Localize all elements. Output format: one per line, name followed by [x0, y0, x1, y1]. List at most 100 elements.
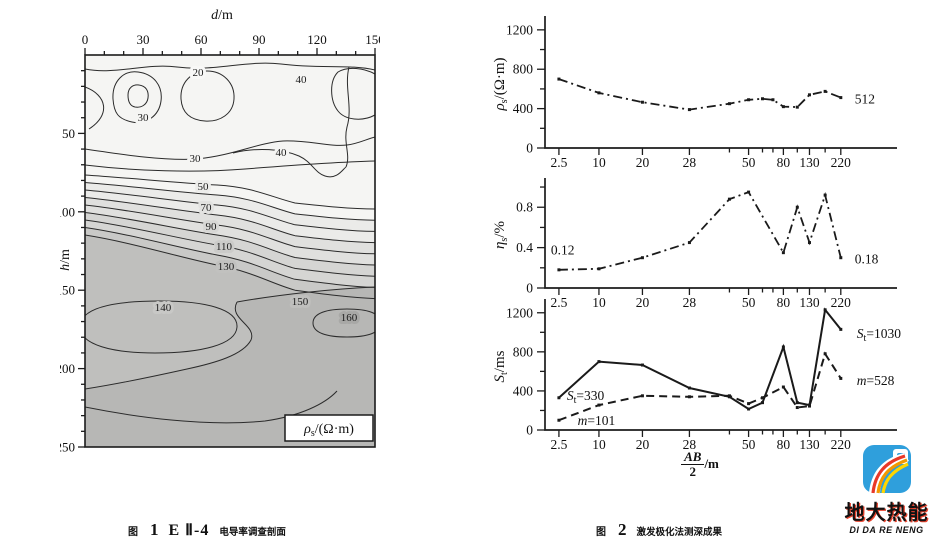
svg-text:80: 80 [777, 437, 791, 450]
contour-y-axis-title: h/m [60, 249, 73, 271]
svg-text:200: 200 [60, 361, 75, 376]
svg-text:20: 20 [636, 437, 650, 450]
series-rho-s [558, 78, 842, 111]
svg-text:100: 100 [60, 204, 75, 219]
chart-polarizability: 0 0.4 0.8 2.5 10 20 28 50 80 130 220 0.12 0.18 ηs/% [492, 178, 897, 310]
figure1-caption-code: E Ⅱ-4 [168, 522, 210, 539]
contour-label: 70 [201, 202, 213, 214]
series-m [558, 351, 842, 422]
ab-denominator: 2 [689, 463, 697, 479]
ab-unit: /m [704, 456, 719, 472]
contour-label: 160 [341, 312, 358, 324]
series-eta-s [558, 190, 842, 271]
svg-text:50: 50 [742, 437, 756, 450]
chart-decay-time: 0 400 800 1200 2.5 10 20 28 50 80 130 220 St=330 m=10… [492, 299, 901, 450]
svg-text:0: 0 [82, 32, 89, 47]
contour-label: 90 [206, 221, 218, 233]
contour-artwork [85, 55, 375, 447]
annotation: m=528 [857, 373, 895, 388]
svg-text:2.5: 2.5 [550, 437, 567, 450]
svg-text:220: 220 [831, 155, 852, 170]
svg-text:130: 130 [799, 437, 820, 450]
svg-text:1200: 1200 [506, 305, 533, 320]
chart-apparent-resistivity: 0 400 800 1200 2.5 10 20 28 50 80 130 220 512 ρs/(Ω·m… [492, 16, 897, 170]
resistivity-contour-plot: d/m h/m 0 30 60 90 120 150 50 100 150 200 250 [60, 8, 380, 452]
svg-text:ρs/(Ω·m): ρs/(Ω·m) [303, 422, 354, 439]
svg-text:0.8: 0.8 [516, 200, 533, 215]
svg-text:30: 30 [137, 32, 150, 47]
contour-plot-border [84, 54, 376, 448]
annotation: m=101 [578, 413, 616, 428]
logo-english-text: DI DA RE NENG [849, 525, 924, 535]
svg-text:2.5: 2.5 [550, 295, 567, 310]
figure1-caption-number: 1 [150, 520, 159, 539]
contour-label: 40 [276, 147, 288, 159]
svg-text:0: 0 [526, 281, 533, 296]
svg-text:50: 50 [742, 155, 756, 170]
svg-text:50: 50 [62, 126, 75, 141]
svg-text:10: 10 [592, 295, 606, 310]
svg-text:220: 220 [831, 295, 852, 310]
contour-label: 110 [216, 241, 233, 253]
svg-text:10: 10 [592, 155, 606, 170]
svg-text:0: 0 [526, 141, 533, 156]
contour-label: 30 [138, 112, 150, 124]
ab-numerator: AB [681, 450, 705, 465]
figure1-caption-prefix: 图 [128, 527, 138, 538]
svg-text:80: 80 [777, 295, 791, 310]
annotation: 512 [855, 92, 875, 107]
svg-text:60: 60 [195, 32, 208, 47]
contour-label: 20 [193, 67, 205, 79]
figure2-caption-prefix: 图 [596, 527, 606, 538]
contour-axes: 0 30 60 90 120 150 50 100 150 200 250 [60, 32, 380, 452]
annotation: St=1030 [857, 326, 901, 344]
svg-text:220: 220 [831, 437, 852, 450]
contour-label: 130 [218, 261, 235, 273]
contour-label: 140 [155, 302, 172, 314]
svg-text:28: 28 [683, 155, 697, 170]
svg-text:80: 80 [777, 155, 791, 170]
figure1-caption: 图 1 E Ⅱ-4 电导率调查剖面 [128, 520, 286, 540]
svg-text:28: 28 [683, 437, 697, 450]
didareneng-logo: 地大热能 DI DA RE NENG [838, 444, 935, 535]
svg-text:90: 90 [253, 32, 266, 47]
chart-y-axis-title: St/ms [492, 350, 510, 382]
svg-text:130: 130 [799, 295, 820, 310]
contour-x-axis-title: d/m [211, 8, 233, 23]
annotation: St=330 [567, 388, 605, 406]
svg-text:28: 28 [683, 295, 697, 310]
svg-text:250: 250 [60, 440, 75, 453]
contour-label: 50 [198, 181, 210, 193]
annotation: 0.12 [551, 243, 575, 258]
annotation: 0.18 [855, 252, 879, 267]
series-St [558, 307, 842, 411]
chart-y-axis-title: ηs/% [492, 221, 510, 249]
logo-icon [862, 445, 911, 494]
svg-text:0.4: 0.4 [516, 240, 533, 255]
figure2-caption-number: 2 [618, 520, 627, 539]
svg-text:150: 150 [365, 32, 380, 47]
figure2-caption-text: 激发极化法测深成果 [636, 527, 723, 538]
svg-text:400: 400 [513, 383, 534, 398]
figure1-caption-text: 电导率调查剖面 [219, 527, 286, 538]
svg-text:20: 20 [636, 295, 650, 310]
svg-text:1200: 1200 [506, 22, 533, 37]
svg-text:2.5: 2.5 [550, 155, 567, 170]
chart-y-axis-title: ρs/(Ω·m) [492, 57, 510, 111]
svg-text:400: 400 [513, 101, 534, 116]
contour-label: 30 [190, 153, 202, 165]
svg-text:800: 800 [513, 344, 534, 359]
charts-x-axis-title: AB 2/m [615, 450, 785, 478]
svg-text:10: 10 [592, 437, 606, 450]
svg-text:20: 20 [636, 155, 650, 170]
figure2-caption: 图 2 激发极化法测深成果 [596, 520, 722, 540]
svg-text:150: 150 [60, 283, 75, 298]
contour-label: 40 [296, 74, 308, 86]
svg-text:120: 120 [307, 32, 327, 47]
svg-text:130: 130 [799, 155, 820, 170]
svg-text:50: 50 [742, 295, 756, 310]
contour-label: 150 [292, 296, 309, 308]
svg-text:800: 800 [513, 62, 534, 77]
